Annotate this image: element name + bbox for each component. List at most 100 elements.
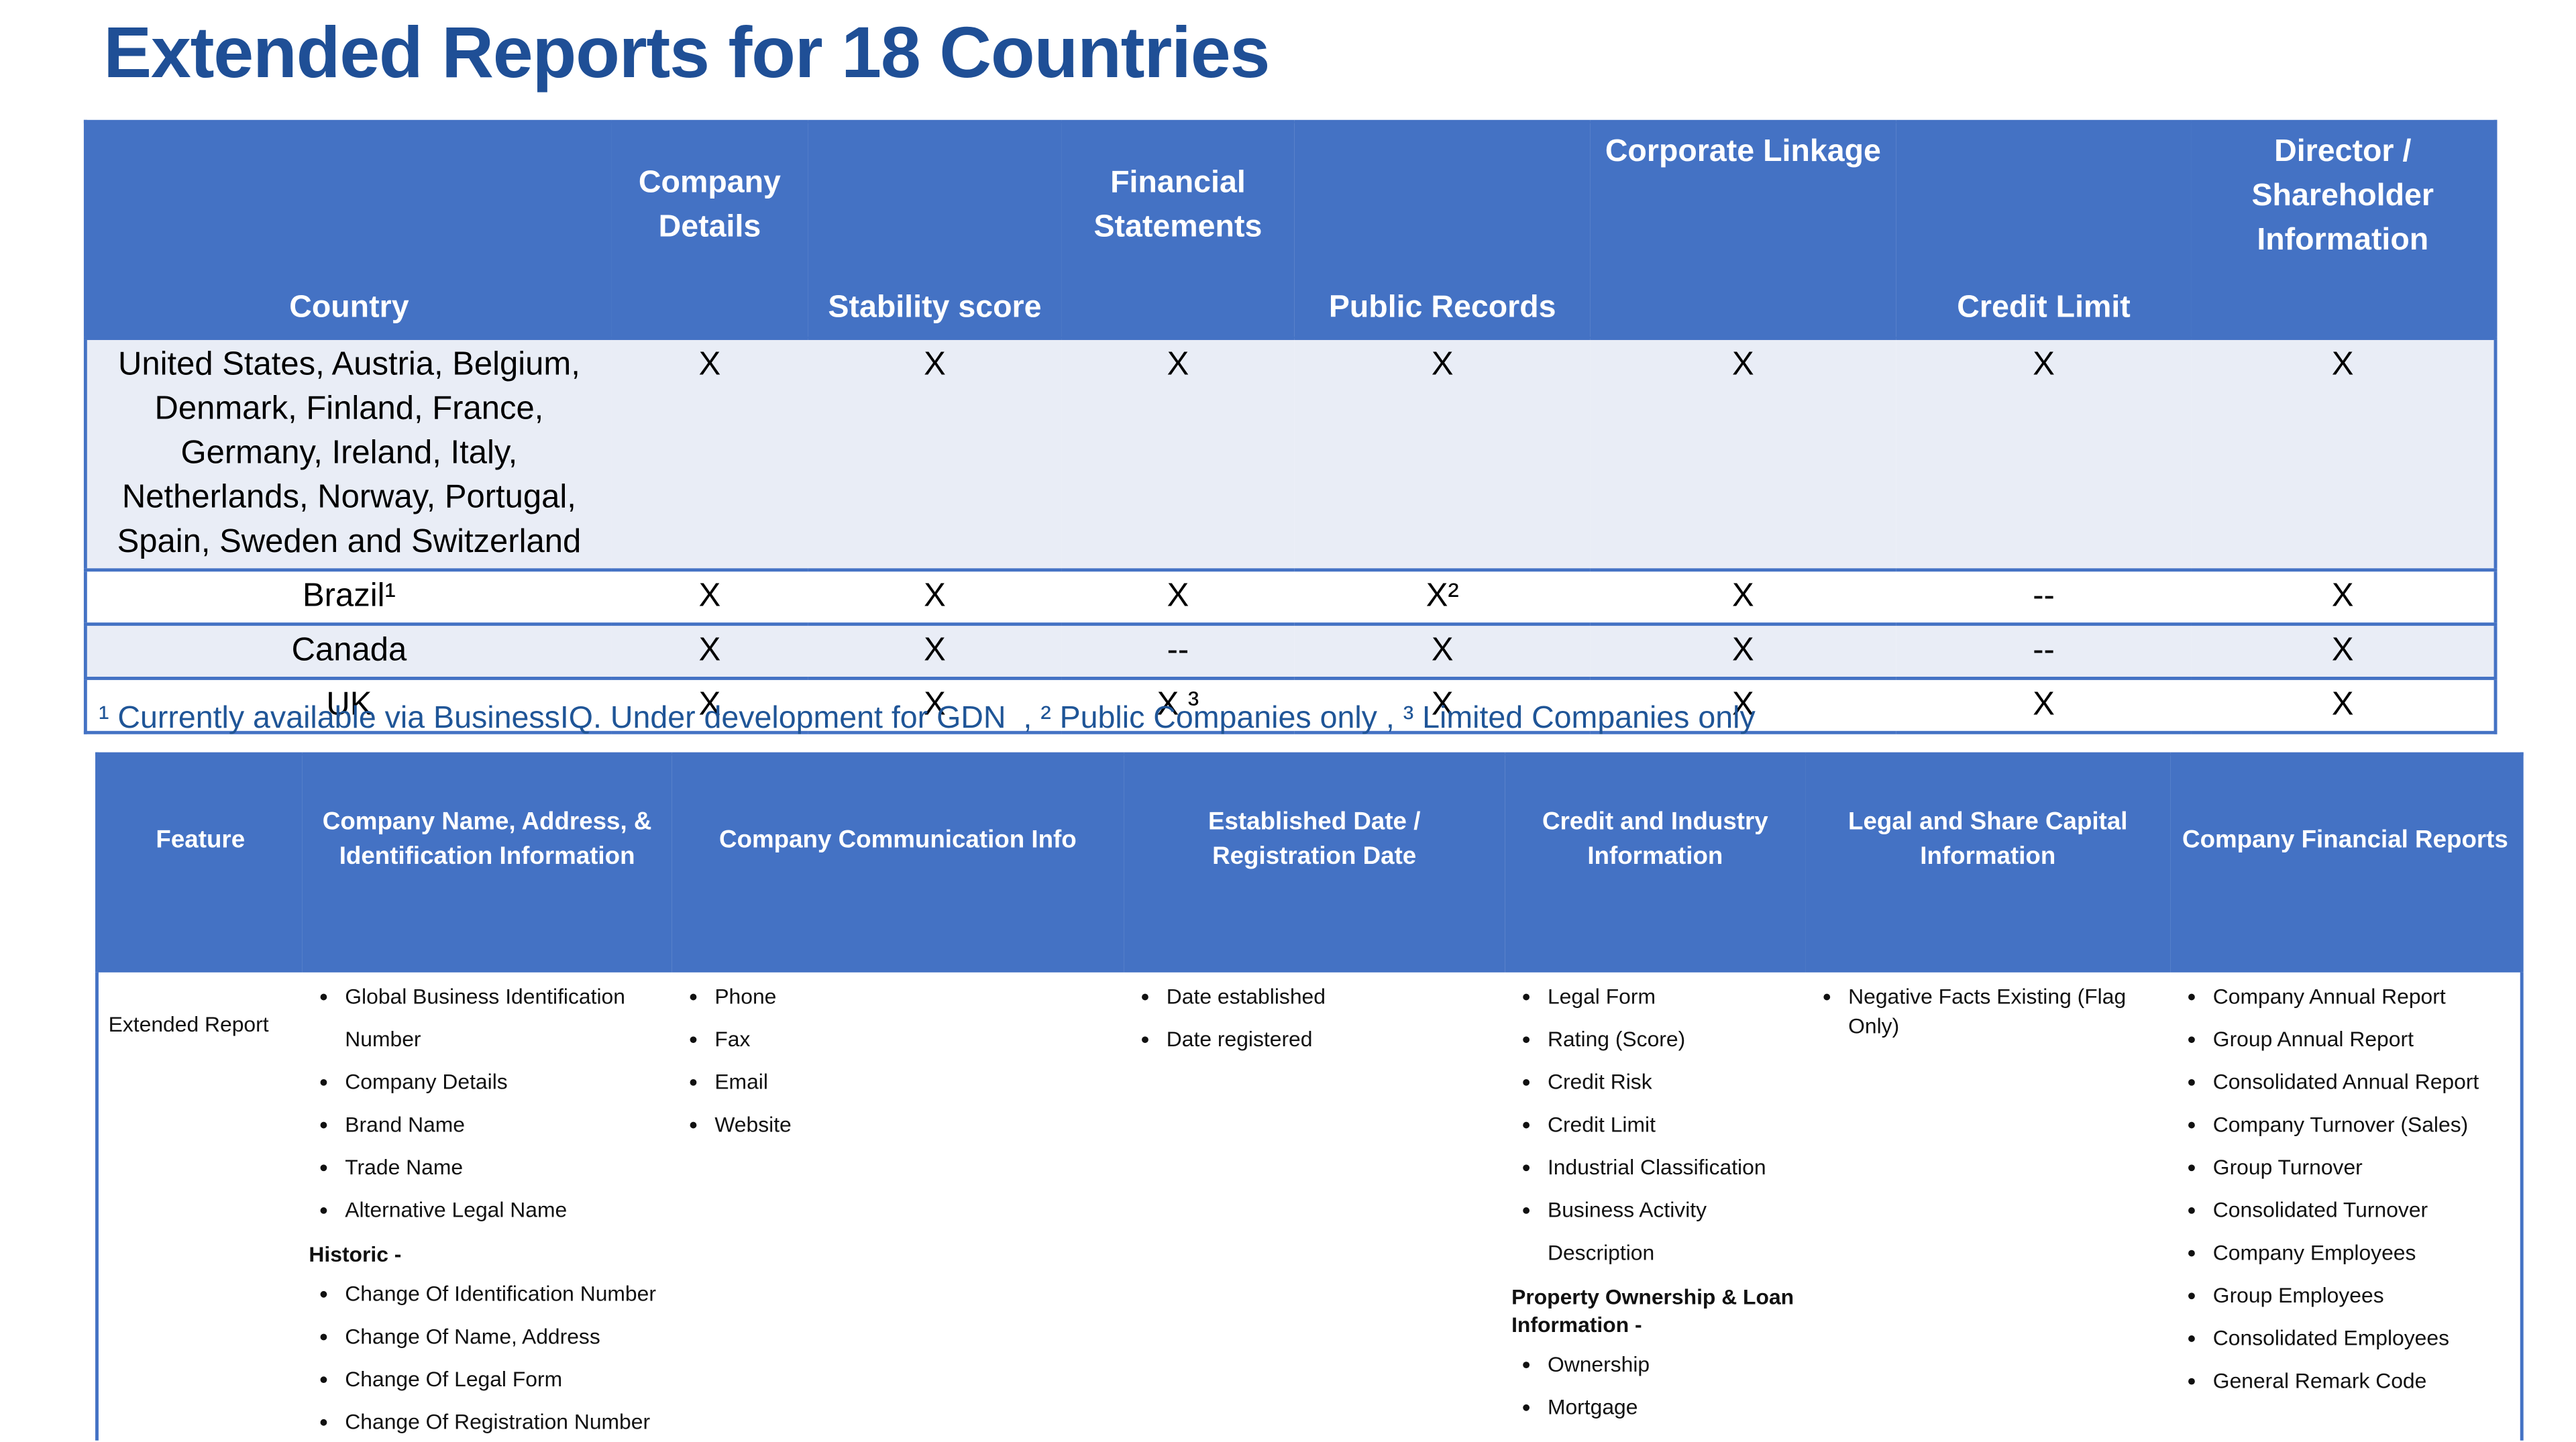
availability-cell: X [1896, 337, 2192, 570]
header-row: Feature Company Name, Address, & Identifi… [97, 754, 2522, 973]
availability-cell: X [808, 676, 1062, 733]
bullet-item: Debenture [1548, 1429, 1799, 1441]
bullet-item: Change Of Identification Number [345, 1273, 665, 1316]
availability-cell: X [808, 337, 1062, 570]
column-header: Feature [97, 754, 303, 973]
table-row: United States, Austria, Belgium, Denmark… [85, 337, 2496, 570]
availability-cell: X [611, 676, 808, 733]
column-header: Company Communication Info [672, 754, 1124, 973]
bullet-item: Trade Name [345, 1146, 665, 1189]
availability-cell: X [2191, 622, 2496, 679]
availability-cell: X [1061, 337, 1295, 570]
column-header: Public Records [1294, 121, 1591, 339]
bullet-item: Legal Form [1548, 976, 1799, 1019]
bullet-item: Website [714, 1104, 1117, 1147]
bullet-list: Company Annual ReportGroup Annual Report… [2177, 976, 2514, 1403]
feature-cell: Legal FormRating (Score)Credit RiskCredi… [1505, 973, 1805, 1441]
bullet-item: Industrial Classification [1548, 1146, 1799, 1189]
bullet-item: Change Of Legal Form [345, 1358, 665, 1401]
column-header: Company Financial Reports [2170, 754, 2522, 973]
bullet-item: Email [714, 1061, 1117, 1104]
column-header: Company Name, Address, & Identification … [302, 754, 672, 973]
country-cell: Canada [85, 622, 612, 679]
column-header: Stability score [808, 121, 1062, 339]
availability-cell: X [611, 568, 808, 624]
availability-cell: X [1294, 622, 1591, 679]
column-header: Established Date / Registration Date [1124, 754, 1505, 973]
bullet-item: Company Turnover (Sales) [2213, 1104, 2514, 1147]
section-heading: Historic - [309, 1241, 402, 1267]
table-row: Brazil¹ X X X X² X -- X [85, 568, 2496, 624]
bullet-item: Company Employees [2213, 1232, 2514, 1275]
availability-cell: X [2191, 568, 2496, 624]
bullet-item: Company Annual Report [2213, 976, 2514, 1019]
feature-cell: Date establishedDate registered [1124, 973, 1505, 1441]
column-header: Corporate Linkage [1590, 121, 1896, 339]
column-header: Credit and Industry Information [1505, 754, 1806, 973]
availability-cell: X ³ [1061, 676, 1295, 733]
bullet-item: Consolidated Turnover [2213, 1189, 2514, 1232]
bullet-list: Global Business Identification NumberCom… [309, 976, 665, 1232]
feature-cell: Company Annual ReportGroup Annual Report… [2170, 973, 2522, 1441]
availability-cell: X [2191, 337, 2496, 570]
bullet-list: Date establishedDate registered [1130, 976, 1499, 1061]
slide-title: Extended Reports for 18 Countries [103, 13, 1270, 94]
bullet-item: Consolidated Annual Report [2213, 1061, 2514, 1104]
header-row: Country Company Details Stability score Fin… [85, 121, 2496, 339]
bullet-item: Date established [1167, 976, 1499, 1019]
bullet-item: Phone [714, 976, 1117, 1019]
availability-cell: X [1294, 676, 1591, 733]
bullet-list: PhoneFaxEmailWebsite [678, 976, 1117, 1147]
feature-table: Feature Company Name, Address, & Identifi… [95, 752, 2524, 1441]
column-header: Credit Limit [1896, 121, 2192, 339]
availability-cell: -- [1896, 622, 2192, 679]
availability-cell: X [1590, 622, 1896, 679]
availability-cell: X [808, 622, 1062, 679]
availability-cell: X² [1294, 568, 1591, 624]
row-label: Extended Report [108, 1011, 269, 1037]
availability-cell: X [1590, 337, 1896, 570]
bullet-item: Alternative Legal Name [345, 1189, 665, 1232]
feature-cell: Global Business Identification NumberCom… [303, 973, 672, 1441]
bullet-item: Group Turnover [2213, 1146, 2514, 1189]
bullet-item: Credit Risk [1548, 1061, 1799, 1104]
section-heading: Property Ownership & Loan Information - [1511, 1284, 1794, 1337]
table-row: Canada X X -- X X -- X [85, 622, 2496, 679]
coverage-table: Country Company Details Stability score Fin… [83, 119, 2498, 734]
column-header: Director / Shareholder Information [2191, 121, 2496, 339]
availability-cell: X [1590, 676, 1896, 733]
bullet-item: Business Activity Description [1548, 1189, 1799, 1274]
country-cell: United States, Austria, Belgium, Denmark… [85, 337, 612, 570]
bullet-item: Group Employees [2213, 1274, 2514, 1317]
bullet-item: Global Business Identification Number [345, 976, 665, 1061]
bullet-list: Change Of Identification NumberChange Of… [309, 1273, 665, 1441]
bullet-item: Negative Facts Existing (Flag Only) [1848, 976, 2163, 1042]
availability-cell: X [2191, 676, 2496, 733]
feature-cell: PhoneFaxEmailWebsite [672, 973, 1124, 1441]
availability-cell: X [808, 568, 1062, 624]
country-cell: Brazil¹ [85, 568, 612, 624]
column-header: Legal and Share Capital Information [1805, 754, 2171, 973]
bullet-item: Rating (Score) [1548, 1018, 1799, 1061]
bullet-item: Change Of Registration Number [345, 1401, 665, 1441]
availability-cell: -- [1896, 568, 2192, 624]
availability-cell: X [611, 337, 808, 570]
bullet-item: General Remark Code [2213, 1360, 2514, 1403]
column-header: Financial Statements [1061, 121, 1295, 339]
bullet-item: Ownership [1548, 1343, 1799, 1386]
bullet-list: Legal FormRating (Score)Credit RiskCredi… [1511, 976, 1799, 1275]
availability-cell: X [1896, 676, 2192, 733]
bullet-item: Change Of Name, Address [345, 1316, 665, 1359]
bullet-item: Consolidated Employees [2213, 1317, 2514, 1360]
table-body: United States, Austria, Belgium, Denmark… [85, 337, 2496, 733]
availability-cell: -- [1061, 622, 1295, 679]
country-cell: UK [85, 676, 612, 733]
availability-cell: X [1590, 568, 1896, 624]
feature-cell: Negative Facts Existing (Flag Only) [1805, 973, 2170, 1441]
bullet-item: Fax [714, 1018, 1117, 1061]
bullet-item: Brand Name [345, 1104, 665, 1147]
bullet-item: Company Details [345, 1061, 665, 1104]
bullet-item: Mortgage [1548, 1386, 1799, 1429]
